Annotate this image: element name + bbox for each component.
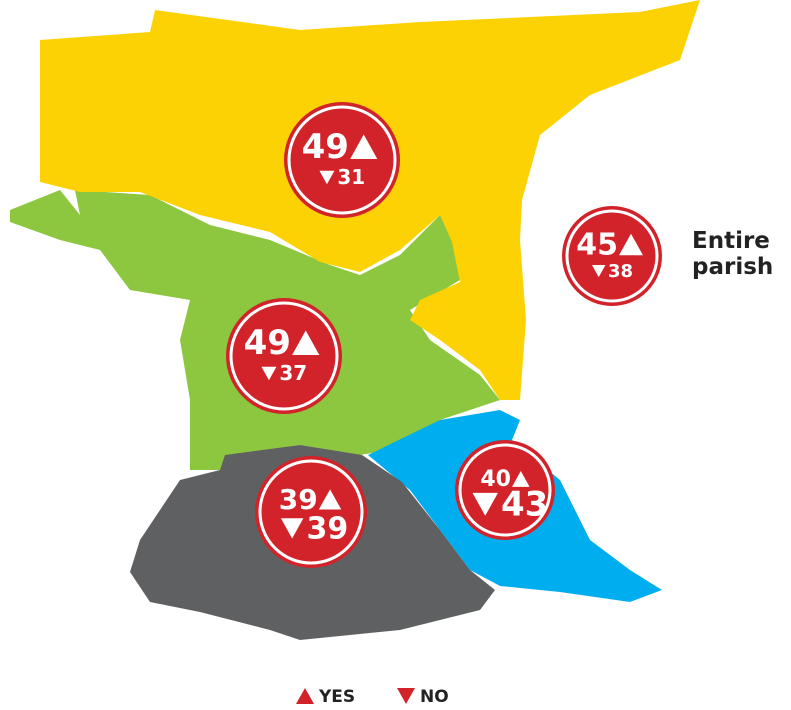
badge-ring <box>229 301 339 411</box>
legend-yes: YES <box>318 687 355 707</box>
badge-outer <box>562 206 662 306</box>
yes-icon <box>292 330 320 355</box>
parish-label: Entire parish <box>692 228 774 280</box>
yes-icon <box>619 233 643 256</box>
badge-ring <box>565 209 659 303</box>
yes-icon <box>512 470 530 487</box>
legend-yes-icon <box>296 688 314 704</box>
badge-outer <box>255 456 367 568</box>
no-value: 37 <box>279 361 307 385</box>
no-value: 39 <box>307 511 349 546</box>
no-icon <box>319 170 335 185</box>
yes-value: 45 <box>576 228 618 263</box>
badge-outer <box>284 102 400 218</box>
badge-ring <box>458 443 552 537</box>
badge-ring <box>258 459 364 565</box>
yes-value: 49 <box>244 323 291 363</box>
no-icon <box>261 366 277 381</box>
no-value: 38 <box>608 261 633 282</box>
yes-icon <box>318 489 342 510</box>
yes-icon <box>350 134 378 159</box>
no-icon <box>591 265 606 278</box>
legend-no-icon <box>397 688 415 704</box>
badge-outer <box>455 440 555 540</box>
no-icon <box>280 518 304 539</box>
badge-outer <box>226 298 342 414</box>
yes-value: 40 <box>480 467 511 492</box>
no-icon <box>472 492 498 516</box>
legend-no: NO <box>420 687 449 707</box>
no-value: 31 <box>337 165 365 189</box>
yes-value: 39 <box>279 483 318 516</box>
no-value: 43 <box>501 485 548 525</box>
yes-value: 49 <box>302 127 349 167</box>
badge-ring <box>287 105 397 215</box>
